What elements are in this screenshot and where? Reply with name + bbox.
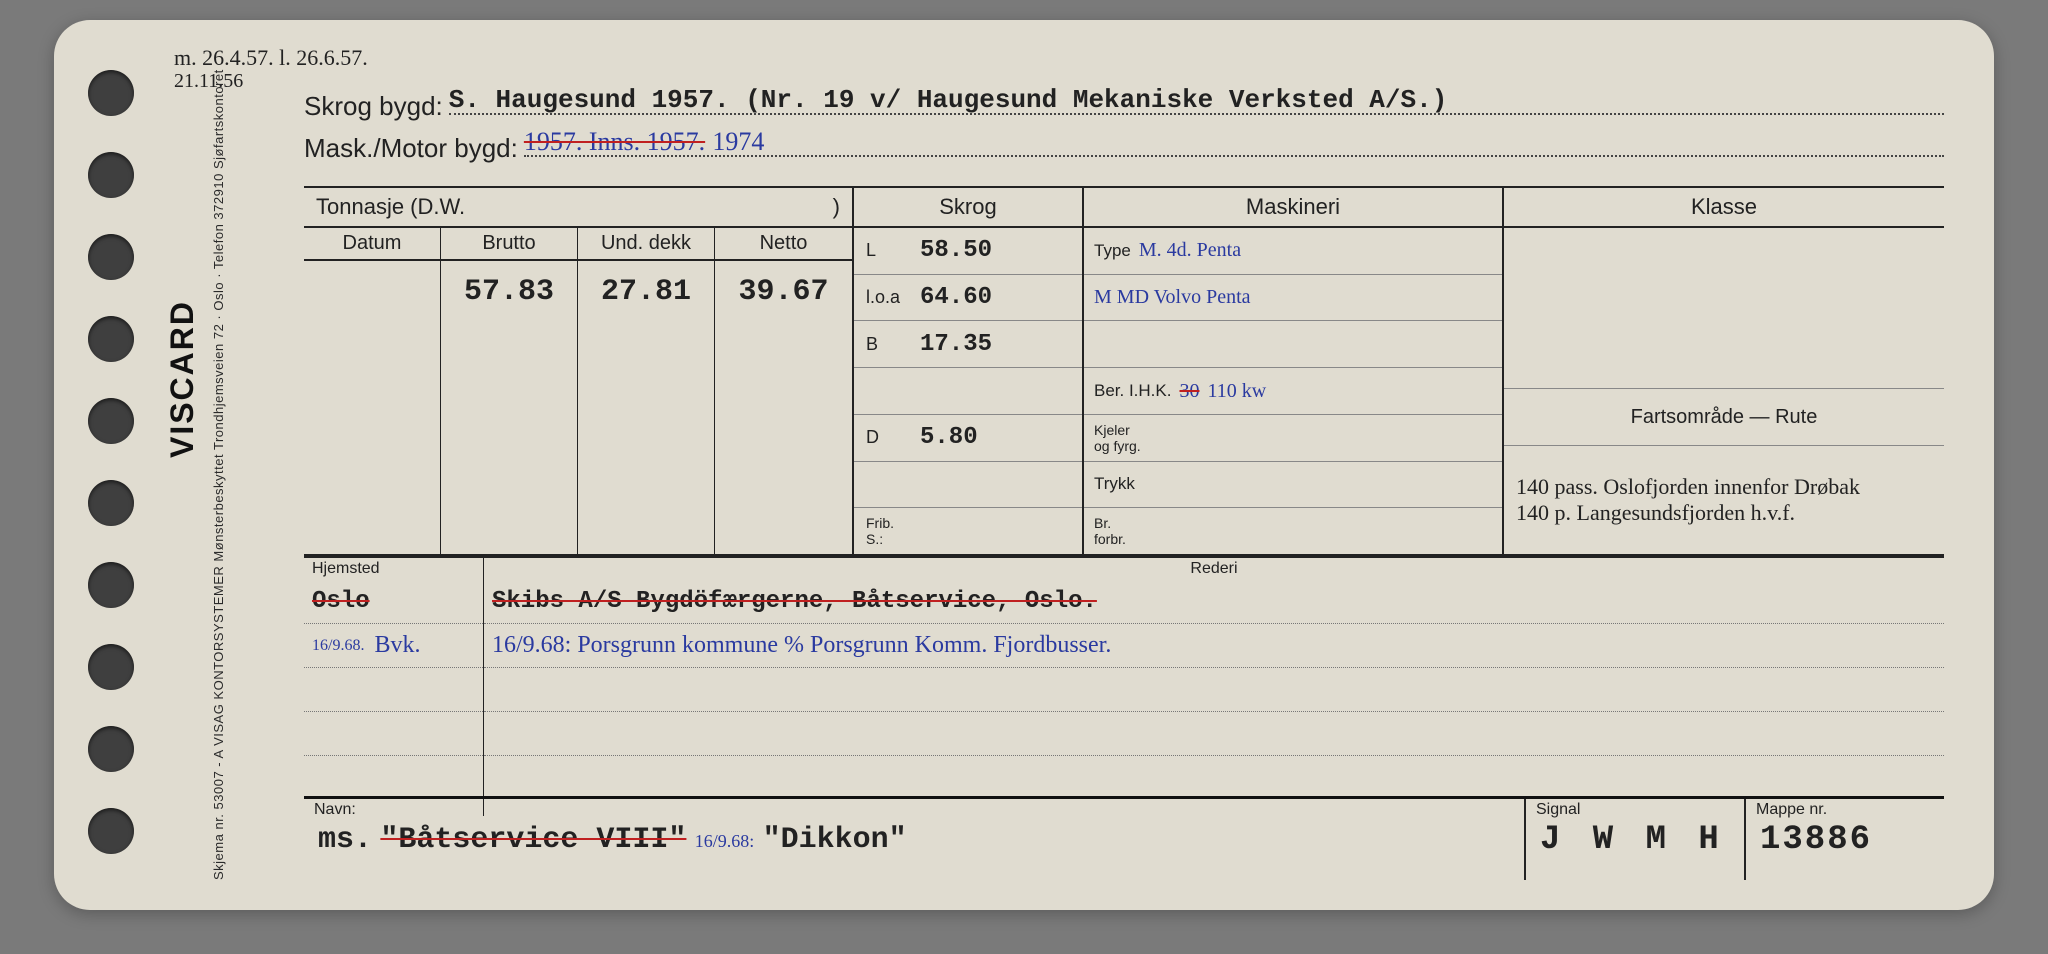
klasse-header: Klasse [1504, 188, 1944, 228]
rederi-2: 16/9.68: Porsgrunn kommune % Porsgrunn K… [484, 624, 1944, 668]
tonnasje-header: Tonnasje (D.W. ) [304, 188, 852, 228]
col-skrog: Skrog L58.50 l.o.a64.60 B17.35 D5.80 Fri… [854, 188, 1084, 554]
type-label: Type [1094, 241, 1131, 261]
skrog-bygd-row: Skrog bygd: S. Haugesund 1957. (Nr. 19 v… [304, 86, 1944, 122]
side-small-print: Skjema nr. 53007 - A VISAG KONTORSYSTEME… [203, 60, 234, 880]
brand-viscard: VISCARD [164, 300, 201, 458]
mask-line2: M MD Volvo Penta [1094, 286, 1251, 309]
navn-struck: "Båtservice VIII" [380, 823, 686, 857]
rederi-label: Rederi [484, 558, 1944, 580]
motor-value: 1974 [712, 127, 764, 156]
hole [88, 480, 134, 526]
col-tonnasje: Tonnasje (D.W. ) Datum Brutto Und. dekk … [304, 188, 854, 554]
navn-prefix: ms. [318, 823, 372, 857]
col-netto: Netto [715, 228, 852, 259]
mappe-value: 13886 [1746, 821, 1944, 859]
hole [88, 808, 134, 854]
hole [88, 644, 134, 690]
mappe-label: Mappe nr. [1746, 799, 1944, 821]
hole [88, 70, 134, 116]
hole [88, 152, 134, 198]
motor-bygd-row: Mask./Motor bygd: 1957. Inns. 1957. 1974 [304, 128, 1944, 164]
skrog-value-line: S. Haugesund 1957. (Nr. 19 v/ Haugesund … [449, 86, 1944, 115]
card-content: m. 26.4.57. l. 26.6.57. 21.11.56 Skrog b… [304, 56, 1954, 880]
val-brutto: 57.83 [441, 261, 578, 554]
owner-date: 16/9.68. [312, 637, 364, 655]
signal-label: Signal [1526, 799, 1744, 821]
hjemsted-label: Hjemsted [304, 558, 483, 580]
val-und: 27.81 [578, 261, 715, 554]
ihk-struck: 30 [1179, 380, 1199, 403]
br-label: Br. forbr. [1094, 515, 1126, 547]
tonnasje-values: 57.83 27.81 39.67 [304, 261, 852, 554]
bottom-strip: Navn: ms. "Båtservice VIII" 16/9.68: "Di… [304, 796, 1944, 880]
col-brutto: Brutto [441, 228, 578, 259]
hjemsted-1: Oslo [304, 580, 483, 624]
signal-value: J W M H [1526, 821, 1744, 859]
tonnasje-label: Tonnasje (D.W. [316, 194, 465, 219]
hole [88, 234, 134, 280]
farts-line2: 140 p. Langesundsfjorden h.v.f. [1516, 500, 1932, 526]
navn-label: Navn: [304, 799, 1524, 821]
col-datum: Datum [304, 228, 441, 259]
navn-value: "Dikkon" [763, 823, 907, 857]
annot-line1: m. 26.4.57. l. 26.6.57. [174, 46, 368, 70]
col-und: Und. dekk [578, 228, 715, 259]
navn-value-wrap: ms. "Båtservice VIII" 16/9.68: "Dikkon" [304, 821, 1524, 857]
val-datum [304, 261, 441, 554]
klasse-body: Fartsområde — Rute 140 pass. Oslofjorden… [1504, 228, 1944, 554]
punch-holes [88, 70, 134, 854]
skrog-B: 17.35 [920, 331, 992, 358]
kjeler-label: Kjeler og fyrg. [1094, 422, 1141, 454]
skrog-header: Skrog [854, 188, 1082, 228]
skrog-loa: 64.60 [920, 284, 992, 311]
side-print: VISCARD Skjema nr. 53007 - A VISAG KONTO… [154, 60, 284, 880]
frib-label: Frib. S.: [866, 515, 906, 547]
navn-date: 16/9.68: [695, 831, 755, 851]
form-number: Skjema nr. 53007 - A VISAG KONTORSYSTEME… [211, 173, 226, 880]
mask-header: Maskineri [1084, 188, 1502, 228]
col-maskineri: Maskineri Type M. 4d. Penta M MD Volvo P… [1084, 188, 1504, 554]
hole [88, 562, 134, 608]
motor-value-wrap: 1957. Inns. 1957. 1974 [524, 126, 765, 157]
farts-label: Fartsområde — Rute [1504, 389, 1944, 446]
skrog-value: S. Haugesund 1957. (Nr. 19 v/ Haugesund … [449, 85, 1448, 115]
farts-line1: 140 pass. Oslofjorden innenfor Drøbak [1516, 474, 1932, 500]
skrog-L: 58.50 [920, 237, 992, 264]
col-klasse: Klasse Fartsområde — Rute 140 pass. Oslo… [1504, 188, 1944, 554]
hole [88, 726, 134, 772]
tonnasje-subheader: Datum Brutto Und. dekk Netto [304, 228, 852, 261]
hjemsted-2-row: 16/9.68. Bvk. [304, 624, 483, 668]
hole [88, 398, 134, 444]
index-card: VISCARD Skjema nr. 53007 - A VISAG KONTO… [54, 20, 1994, 910]
main-table: Tonnasje (D.W. ) Datum Brutto Und. dekk … [304, 186, 1944, 556]
skrog-body: L58.50 l.o.a64.60 B17.35 D5.80 Frib. S.: [854, 228, 1082, 554]
hjemsted-2: Bvk. [374, 632, 420, 659]
skrog-D: 5.80 [920, 424, 978, 451]
type-val: M. 4d. Penta [1139, 239, 1241, 262]
mask-body: Type M. 4d. Penta M MD Volvo Penta Ber. … [1084, 228, 1502, 554]
val-netto: 39.67 [715, 261, 852, 554]
loa-label: l.o.a [866, 287, 906, 308]
ihk-label: Ber. I.H.K. [1094, 381, 1171, 401]
trykk-label: Trykk [1094, 474, 1135, 494]
ihk-val: 110 kw [1207, 380, 1266, 403]
motor-label: Mask./Motor bygd: [304, 133, 518, 164]
motor-value-line: 1957. Inns. 1957. 1974 [524, 128, 1944, 157]
owner-section: Hjemsted Oslo 16/9.68. Bvk. Rederi Skibs… [304, 556, 1944, 816]
rederi-1: Skibs A/S Bygdöfærgerne, Båtservice, Osl… [484, 580, 1944, 624]
motor-struck: 1957. Inns. 1957. [524, 127, 705, 156]
hole [88, 316, 134, 362]
skrog-label: Skrog bygd: [304, 91, 443, 122]
